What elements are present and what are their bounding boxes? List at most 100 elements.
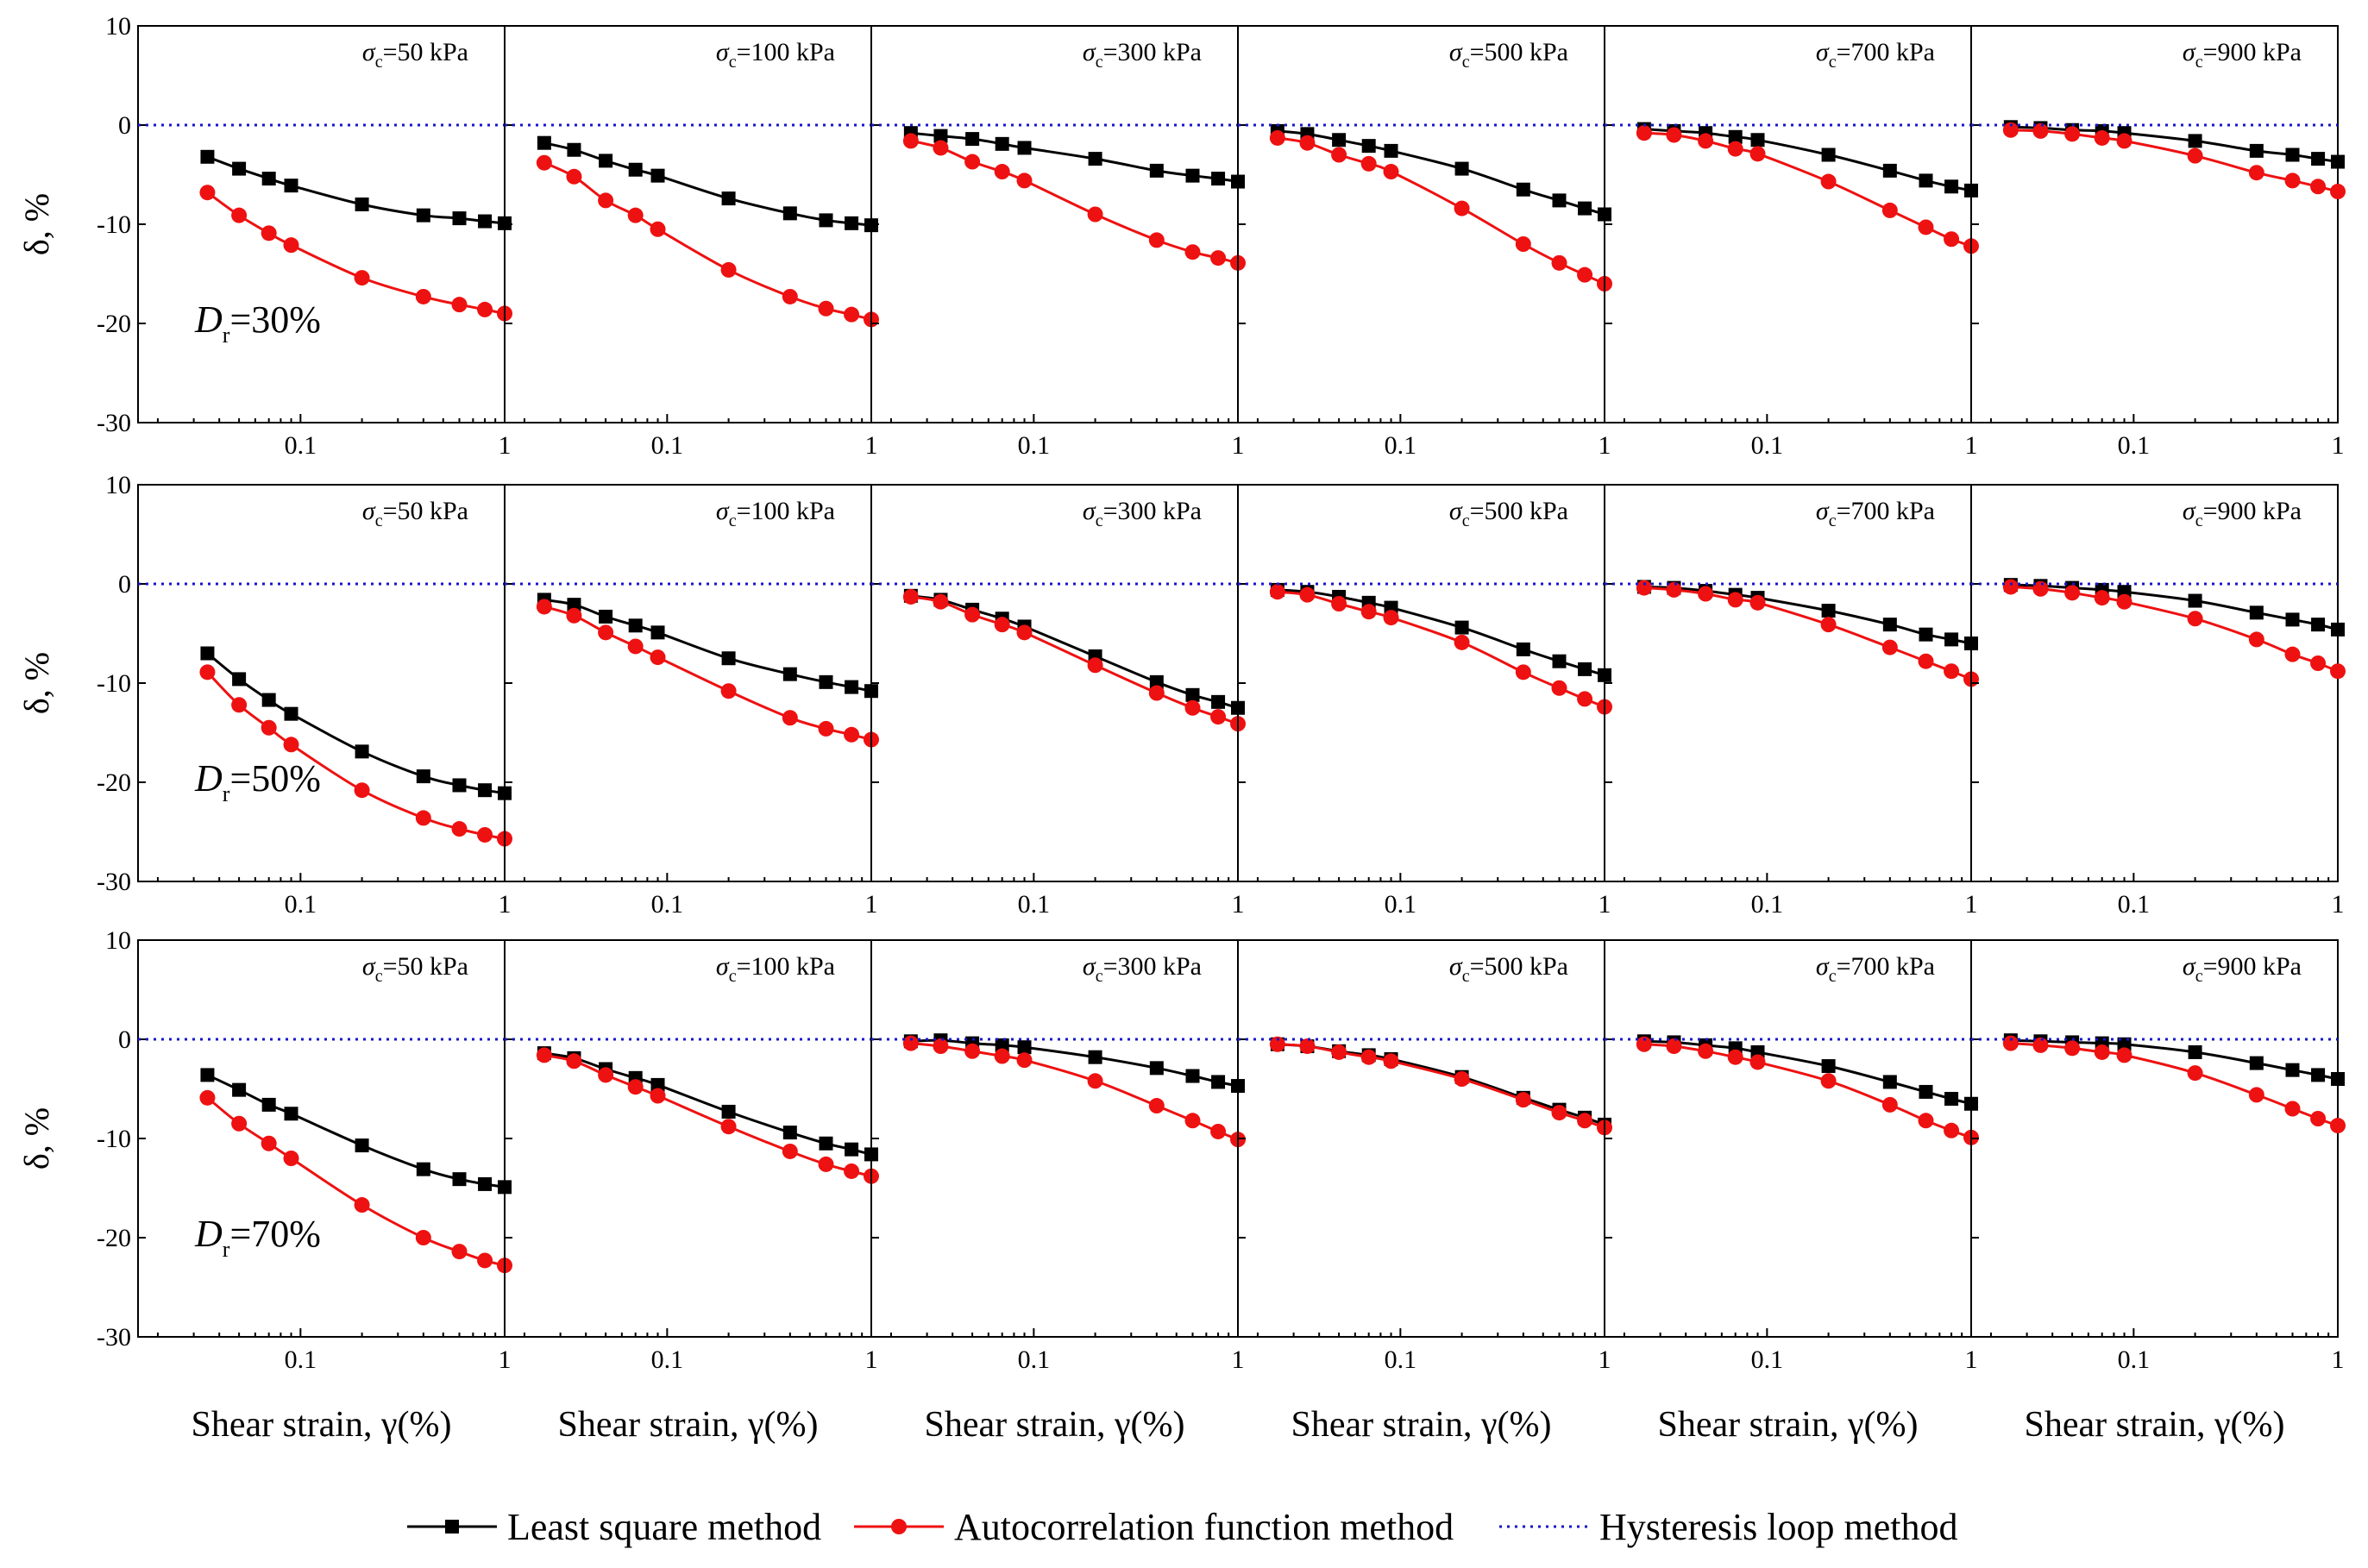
least-square-point xyxy=(2285,1063,2300,1077)
panel-frame xyxy=(504,25,872,423)
least-square-point xyxy=(1882,618,1897,632)
autocorrelation-point xyxy=(354,782,370,799)
sigma-value: =100 kPa xyxy=(737,952,835,981)
least-square-point xyxy=(965,132,980,147)
least-square-point xyxy=(261,1097,276,1112)
panel-r1-c2: 0.1 1 σc=100 kPa xyxy=(504,25,879,460)
sigma-symbol: σ xyxy=(2183,38,2196,66)
least-square-point xyxy=(2331,622,2345,637)
autocorrelation-point xyxy=(1515,664,1531,681)
autocorrelation-point xyxy=(1698,1043,1714,1059)
autocorrelation-point xyxy=(1210,250,1227,267)
panel-condition-label: σc=100 kPa xyxy=(716,497,835,530)
x-tick-label: 1 xyxy=(1232,431,1245,460)
dr-subscript: r xyxy=(223,1237,230,1262)
y-tick-label: -30 xyxy=(97,409,131,437)
x-tick-label: 1 xyxy=(1599,1345,1611,1374)
least-square-point xyxy=(2311,618,2326,632)
autocorrelation-point xyxy=(650,221,666,237)
least-square-point xyxy=(1361,139,1376,154)
least-square-point xyxy=(845,1142,859,1157)
sigma-subscript: c xyxy=(1829,967,1837,986)
y-tick-label: -20 xyxy=(97,1224,131,1252)
least-square-point xyxy=(1211,172,1226,186)
autocorrelation-point xyxy=(1269,1036,1285,1052)
autocorrelation-point xyxy=(1944,231,1960,248)
least-square-point xyxy=(567,142,581,157)
sigma-symbol: σ xyxy=(716,38,730,66)
autocorrelation-point xyxy=(1299,586,1316,603)
panel-frame xyxy=(137,939,506,1338)
autocorrelation-point xyxy=(818,720,834,737)
sigma-symbol: σ xyxy=(1816,38,1830,66)
autocorrelation-point xyxy=(1918,653,1934,669)
autocorrelation-point xyxy=(2330,184,2346,200)
legend-square-marker xyxy=(445,1520,459,1534)
sigma-value: =300 kPa xyxy=(1103,38,1202,66)
panel-frame xyxy=(870,939,1239,1338)
autocorrelation-point xyxy=(2032,580,2049,597)
legend: Least square method Autocorrelation funct… xyxy=(407,1506,1958,1548)
x-axis-label: Shear strain, γ(%) xyxy=(1291,1405,1552,1445)
least-square-point xyxy=(2311,152,2326,166)
autocorrelation-point xyxy=(2094,129,2110,146)
autocorrelation-point xyxy=(964,154,981,170)
least-square-point xyxy=(1882,1075,1897,1089)
autocorrelation-point xyxy=(231,207,248,223)
least-square-point xyxy=(1088,1050,1102,1064)
autocorrelation-point xyxy=(1918,219,1934,235)
autocorrelation-point xyxy=(1881,639,1898,655)
least-square-point xyxy=(1552,654,1567,668)
y-axis-label: δ, % xyxy=(17,652,56,714)
autocorrelation-point xyxy=(818,1156,834,1172)
autocorrelation-point xyxy=(1515,1092,1531,1108)
least-square-point xyxy=(2188,1044,2202,1059)
autocorrelation-point xyxy=(1749,1054,1766,1070)
least-square-point xyxy=(1454,620,1469,635)
autocorrelation-series-line xyxy=(1277,1043,1605,1129)
y-tick-label: -30 xyxy=(97,1323,131,1352)
autocorrelation-point xyxy=(902,1035,919,1051)
panel-frame xyxy=(1604,939,1972,1338)
sigma-subscript: c xyxy=(729,53,737,72)
least-square-point xyxy=(200,646,215,661)
autocorrelation-point xyxy=(2032,1037,2049,1053)
autocorrelation-point xyxy=(1087,657,1103,674)
least-square-point xyxy=(782,1126,797,1140)
y-tick-label: 0 xyxy=(118,1025,131,1054)
autocorrelation-point xyxy=(1383,1053,1399,1069)
panel-r1-c4: 0.1 1 σc=500 kPa xyxy=(1237,25,1612,460)
least-square-point xyxy=(650,1077,665,1092)
autocorrelation-point xyxy=(2187,611,2203,627)
autocorrelation-point xyxy=(354,270,370,286)
x-axis-label: Shear strain, γ(%) xyxy=(1658,1405,1919,1445)
autocorrelation-point xyxy=(566,1053,582,1069)
least-square-point xyxy=(284,706,298,721)
autocorrelation-point xyxy=(1881,202,1898,218)
autocorrelation-point xyxy=(477,826,493,843)
x-tick-label: 1 xyxy=(2332,1345,2345,1374)
y-tick-label: 0 xyxy=(118,570,131,599)
y-tick-label: 0 xyxy=(118,111,131,140)
panel-r3-c3: 0.1 1 σc=300 kPa Shear strain, γ(%) xyxy=(870,939,1246,1445)
panel-frame xyxy=(1970,484,2339,882)
autocorrelation-point xyxy=(1269,129,1285,146)
autocorrelation-point xyxy=(1269,584,1285,600)
autocorrelation-point xyxy=(818,300,834,317)
x-tick-label: 1 xyxy=(865,1345,878,1374)
autocorrelation-point xyxy=(1636,580,1652,596)
sigma-value: =100 kPa xyxy=(737,38,835,66)
autocorrelation-point xyxy=(536,154,552,171)
sigma-value: =500 kPa xyxy=(1470,952,1568,981)
sigma-value: =300 kPa xyxy=(1103,497,1202,525)
panel-frame xyxy=(1604,484,1972,882)
sigma-symbol: σ xyxy=(362,38,376,66)
least-square-point xyxy=(232,161,247,176)
sigma-value: =700 kPa xyxy=(1837,952,1935,981)
y-tick-label: -10 xyxy=(97,669,131,698)
least-square-point xyxy=(1332,133,1347,147)
autocorrelation-point xyxy=(451,297,468,313)
least-square-series-line xyxy=(1277,588,1605,677)
